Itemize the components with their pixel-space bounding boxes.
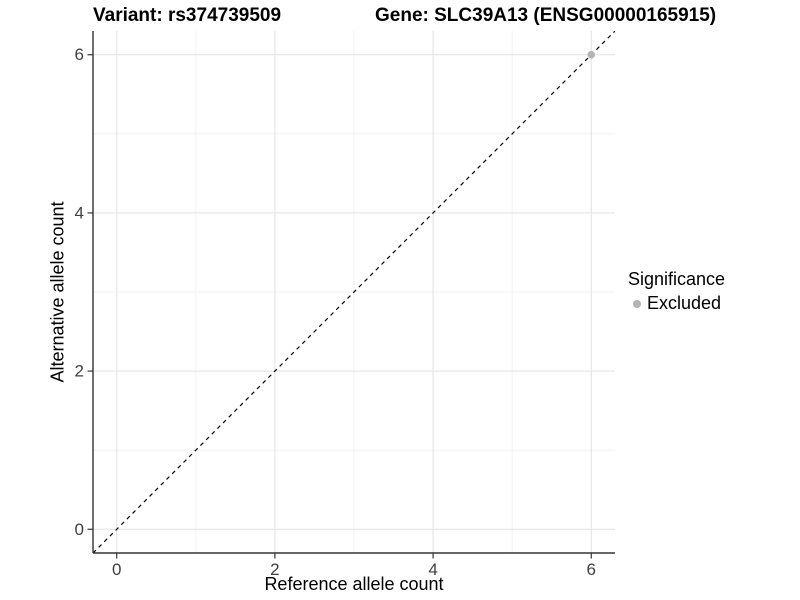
variant-title: Variant: rs374739509 bbox=[93, 5, 282, 26]
x-axis-title: Reference allele count bbox=[264, 574, 444, 594]
x-tick-label: 6 bbox=[587, 560, 596, 579]
data-point bbox=[587, 50, 596, 59]
legend-item-excluded: Excluded bbox=[628, 293, 725, 314]
excluded-dot-icon bbox=[633, 299, 641, 308]
x-tick-label: 4 bbox=[428, 560, 437, 579]
legend: Significance Excluded bbox=[628, 269, 725, 314]
y-tick-label: 0 bbox=[75, 520, 84, 539]
y-tick-label: 6 bbox=[75, 45, 84, 64]
legend-item-label: Excluded bbox=[647, 293, 722, 313]
x-tick-label: 2 bbox=[270, 560, 279, 579]
x-tick-label: 0 bbox=[112, 560, 121, 579]
y-tick-label: 4 bbox=[75, 203, 84, 222]
identity-dashed-line bbox=[93, 31, 615, 553]
gene-title: Gene: SLC39A13 (ENSG00000165915) bbox=[375, 5, 717, 26]
legend-title: Significance bbox=[628, 269, 726, 289]
y-tick-label: 2 bbox=[75, 362, 84, 381]
y-axis-title: Alternative allele count bbox=[47, 201, 68, 383]
